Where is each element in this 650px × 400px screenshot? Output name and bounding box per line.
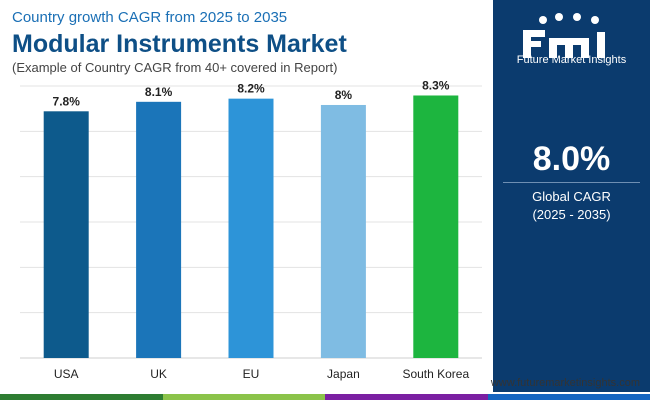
bar-chart: 7.8% USA 8.1% UK 8.2% EU 8% Japan 8.3% South Kore… (20, 78, 482, 381)
bar (320, 104, 366, 358)
chart-kicker: Country growth CAGR from 2025 to 2035 (12, 9, 288, 26)
x-tick-label: EU (243, 367, 260, 381)
global-cagr-period: (2025 - 2035) (532, 207, 611, 222)
x-tick-label: UK (150, 367, 167, 381)
chart-subtitle: (Example of Country CAGR from 40+ covere… (12, 60, 338, 75)
strip-segment (162, 394, 325, 400)
strip-segment (325, 394, 488, 400)
data-label: 8.3% (422, 78, 450, 92)
x-tick-label: USA (54, 367, 79, 381)
x-tick-label: Japan (327, 367, 360, 381)
x-tick-label: South Korea (402, 367, 469, 381)
data-label: 8.1% (145, 85, 173, 99)
brand-name: Future Market Insights (516, 54, 627, 66)
data-label: 8.2% (237, 82, 265, 96)
kpi-divider (503, 182, 640, 183)
global-cagr-label: Global CAGR (2025 - 2035) (493, 188, 650, 224)
website-link[interactable]: www.futuremarketinsights.com (490, 377, 640, 389)
global-cagr-value: 8.0% (532, 140, 611, 178)
bar (228, 98, 274, 359)
bar (43, 111, 89, 358)
fmi-logo-icon (523, 13, 605, 58)
chart-header: Country growth CAGR from 2025 to 2035 Mo… (12, 8, 482, 76)
strip-segment (0, 394, 163, 400)
chart-title: Modular Instruments Market (12, 30, 347, 58)
global-cagr-title: Global CAGR (532, 189, 611, 204)
strip-segment (487, 394, 650, 400)
bottom-color-strip (0, 394, 650, 400)
bar (413, 95, 459, 358)
data-label: 7.8% (53, 94, 81, 108)
side-panel: Future Market Insights 8.0% Global CAGR … (493, 0, 650, 392)
bar (136, 101, 182, 358)
data-label: 8% (335, 88, 353, 102)
